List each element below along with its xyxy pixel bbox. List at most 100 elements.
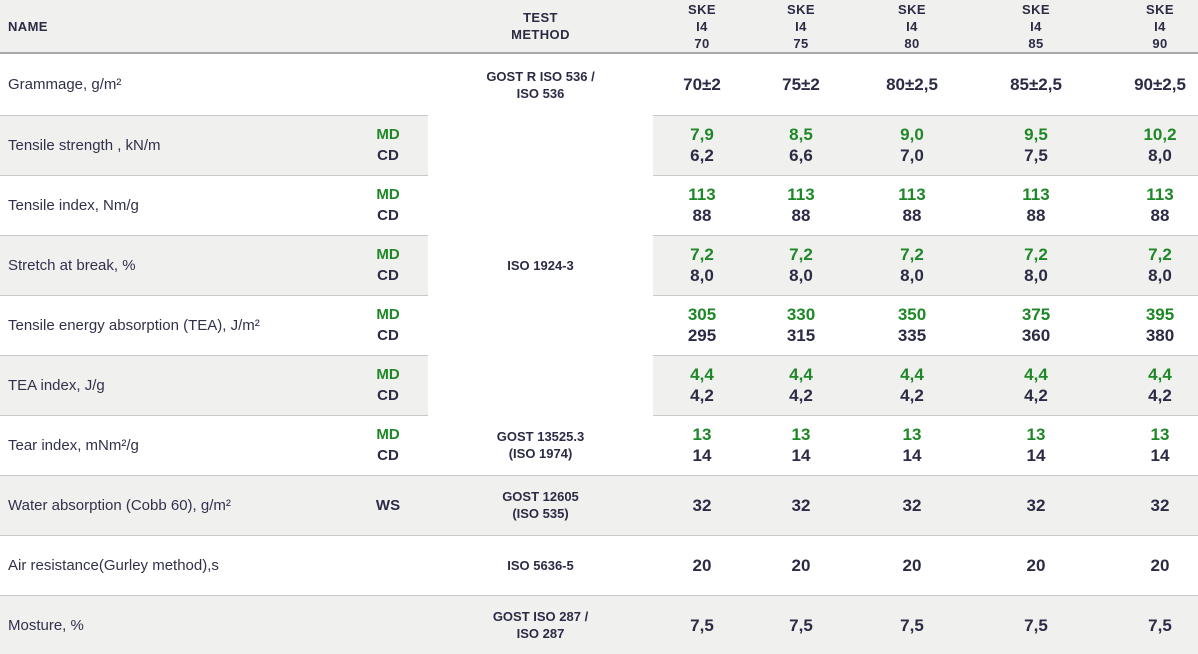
value-cell: 4,4 4,2 xyxy=(973,354,1099,415)
direction-cell: MD CD xyxy=(348,234,428,295)
direction-cell: MD CD xyxy=(348,174,428,235)
table-row: Tensile strength , kN/m MD CD ISO 1924-3 7,9… xyxy=(0,114,1198,415)
value-line: 7,5 xyxy=(690,615,714,635)
test-method-cell: ISO 5636-5 xyxy=(428,534,653,595)
value-line: 32 xyxy=(902,495,922,515)
value-line: 20 xyxy=(902,555,922,575)
value-cell: 90±2,5 xyxy=(1099,53,1198,115)
table-row: Stretch at break, % MD CD 7,2 8,0 7,2 8,0 7,2 8,… xyxy=(0,234,1198,295)
table-row: Air resistance(Gurley method),s ISO 5636-… xyxy=(0,534,1198,595)
direction-label-cd: CD xyxy=(377,387,399,404)
value-line: 75±2 xyxy=(782,74,820,94)
direction-label-cd: CD xyxy=(377,267,399,284)
value-cell: 8,5 6,6 xyxy=(751,114,851,175)
direction-label-cd: CD xyxy=(377,447,399,464)
cd-value: 360 xyxy=(1021,326,1051,345)
cd-value: 380 xyxy=(1145,326,1175,345)
header-test-method-line: METHOD xyxy=(511,27,570,42)
value-cell: 7,2 8,0 xyxy=(751,234,851,295)
test-method-line: ISO 536 xyxy=(516,85,565,101)
md-value: 4,4 xyxy=(900,365,924,384)
header-row: NAME TEST METHOD SKE I4 70 SKE I4 75 SKE I4 80 SK… xyxy=(0,0,1198,54)
value-cell: 4,4 4,2 xyxy=(1099,354,1198,415)
value-cell: 10,2 8,0 xyxy=(1099,114,1198,175)
cd-value: 8,0 xyxy=(1148,266,1172,285)
test-method-cell: GOST ISO 287 /ISO 287 xyxy=(428,594,653,654)
value-cell: 7,5 xyxy=(973,594,1099,654)
cd-value: 8,0 xyxy=(1148,146,1172,165)
md-value: 13 xyxy=(1150,425,1170,444)
value-cell: 330 315 xyxy=(751,294,851,355)
spec-name-cell: Mosture, % xyxy=(0,594,348,654)
md-value: 8,5 xyxy=(789,125,813,144)
direction-cell: MD CD xyxy=(348,114,428,175)
test-method-line: GOST 12605 xyxy=(502,489,579,504)
value-line: 20 xyxy=(791,555,811,575)
md-value: 7,9 xyxy=(690,125,714,144)
table-row: TEA index, J/g MD CD 4,4 4,2 4,4 4,2 4,4 4,2 4,4 4… xyxy=(0,354,1198,415)
direction-label-cd: CD xyxy=(377,327,399,344)
md-value: 10,2 xyxy=(1143,125,1177,144)
md-value: 113 xyxy=(898,185,926,204)
table-row: Mosture, % GOST ISO 287 /ISO 287 7,5 7,5 7,5… xyxy=(0,594,1198,654)
cd-value: 88 xyxy=(1150,206,1170,225)
header-product-line: SKE xyxy=(1022,1,1050,17)
value-cell: 32 xyxy=(973,474,1099,535)
value-cell: 4,4 4,2 xyxy=(851,354,973,415)
direction-label-md: MD xyxy=(376,246,400,263)
table-row: Tear index, mNm²/g MD CD GOST 13525.3 (ISO 1… xyxy=(0,414,1198,475)
spec-name-cell: Air resistance(Gurley method),s xyxy=(0,534,348,595)
md-value: 13 xyxy=(692,425,712,444)
value-cell: 7,2 8,0 xyxy=(973,234,1099,295)
md-value: 395 xyxy=(1145,305,1175,324)
value-line: 7,5 xyxy=(900,615,924,635)
direction-cell: MD CD xyxy=(348,294,428,355)
value-cell: 9,5 7,5 xyxy=(973,114,1099,175)
cd-value: 14 xyxy=(692,446,712,465)
md-value: 113 xyxy=(787,185,815,204)
value-line: 7,5 xyxy=(789,615,813,635)
md-value: 13 xyxy=(902,425,922,444)
header-test-method-line: TEST xyxy=(523,10,558,25)
md-value: 4,4 xyxy=(789,365,813,384)
value-cell: 20 xyxy=(973,534,1099,595)
md-value: 7,2 xyxy=(1148,245,1172,264)
spec-name-cell: Stretch at break, % xyxy=(0,234,348,295)
test-method-line: GOST 13525.3 xyxy=(496,428,585,444)
value-cell: 350 335 xyxy=(851,294,973,355)
value-cell: 70±2 xyxy=(653,53,751,115)
header-product-ske-i4-80: SKE I4 80 xyxy=(851,0,973,54)
md-value: 4,4 xyxy=(1024,365,1048,384)
cd-value: 14 xyxy=(902,446,922,465)
value-cell: 13 14 xyxy=(653,414,751,475)
test-method-cell: ISO 1924-3 xyxy=(428,115,653,415)
table-row: Tensile index, Nm/g MD CD 113 88 113 88 113 88 11… xyxy=(0,174,1198,235)
test-method-line: GOST ISO 287 / xyxy=(492,609,589,625)
test-method-cell: GOST R ISO 536 /ISO 536 xyxy=(428,53,653,115)
value-cell: 9,0 7,0 xyxy=(851,114,973,175)
value-cell: 113 88 xyxy=(1099,174,1198,235)
test-method-line: ISO 5636-5 xyxy=(507,557,574,573)
value-line: 32 xyxy=(791,495,811,515)
test-method-line: (ISO 535) xyxy=(512,506,569,521)
value-cell: 80±2,5 xyxy=(851,53,973,115)
cd-value: 8,0 xyxy=(789,266,813,285)
value-line: 20 xyxy=(1150,555,1170,575)
md-value: 13 xyxy=(791,425,811,444)
direction-cell xyxy=(348,534,428,595)
md-value: 350 xyxy=(897,305,927,324)
direction-cell: MD CD xyxy=(348,414,428,475)
value-line: 32 xyxy=(1150,495,1170,515)
value-cell: 395 380 xyxy=(1099,294,1198,355)
header-product-line: SKE xyxy=(688,1,716,17)
cd-value: 4,2 xyxy=(1024,386,1048,405)
header-product-ske-i4-85: SKE I4 85 xyxy=(973,0,1099,54)
header-product-line: SKE xyxy=(1146,1,1174,17)
cd-value: 4,2 xyxy=(900,386,924,405)
test-method-cell: GOST 12605 (ISO 535) xyxy=(428,474,653,535)
cd-value: 14 xyxy=(1150,446,1170,465)
direction-label-md: MD xyxy=(376,426,400,443)
cd-value: 335 xyxy=(897,326,927,345)
cd-value: 88 xyxy=(902,206,922,225)
